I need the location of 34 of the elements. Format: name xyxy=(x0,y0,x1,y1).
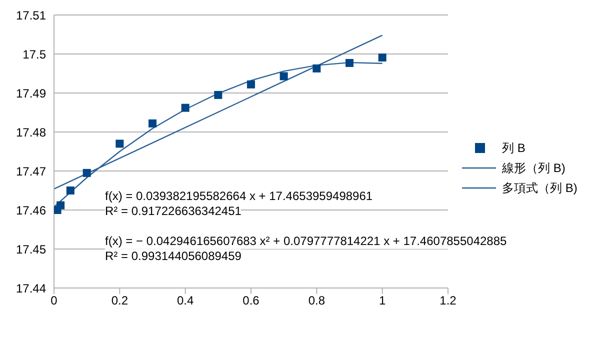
legend-label: 列 B xyxy=(502,140,526,157)
legend-label: 線形（列 B) xyxy=(502,160,566,177)
point xyxy=(346,58,354,67)
point xyxy=(116,140,124,148)
x-tick-label: 0.8 xyxy=(308,294,326,308)
point xyxy=(247,80,255,88)
annotation: f(x) = − 0.042946165607683 x² + 0.0797777814221 x + 17.4607855042885 xyxy=(105,234,507,249)
point xyxy=(66,186,74,194)
point xyxy=(312,64,321,72)
point xyxy=(378,54,386,62)
y-tick-label: 17.48 xyxy=(16,125,46,140)
x-tick-label: 1 xyxy=(378,294,386,308)
x-tick-label: 0.2 xyxy=(111,294,128,308)
y-tick-label: 17.51 xyxy=(16,8,46,22)
x-tick-label: 1.2 xyxy=(440,294,457,308)
point xyxy=(280,72,288,80)
y-tick-label: 17.45 xyxy=(16,242,46,256)
point xyxy=(181,104,190,112)
x-tick-label: 0.4 xyxy=(176,294,194,308)
x-tick-label: 0.6 xyxy=(242,294,260,308)
point xyxy=(82,168,91,177)
annotation: R² = 0.917226636342451 xyxy=(105,204,242,219)
point xyxy=(56,201,65,210)
point xyxy=(148,119,156,128)
y-tick-label: 17.49 xyxy=(16,86,46,100)
y-tick-label: 17.5 xyxy=(22,47,46,62)
y-tick-label: 17.44 xyxy=(16,281,46,296)
annotation: f(x) = 0.039382195582664 x + 17.4653959498961 xyxy=(105,189,373,204)
y-tick-label: 17.46 xyxy=(16,203,46,218)
annotation: R² = 0.993144056089459 xyxy=(105,249,242,264)
legend-label: 多項式（列 B) xyxy=(502,180,578,197)
y-tick-label: 17.47 xyxy=(16,164,46,178)
x-tick-label: 0 xyxy=(50,294,58,308)
point xyxy=(214,90,222,99)
